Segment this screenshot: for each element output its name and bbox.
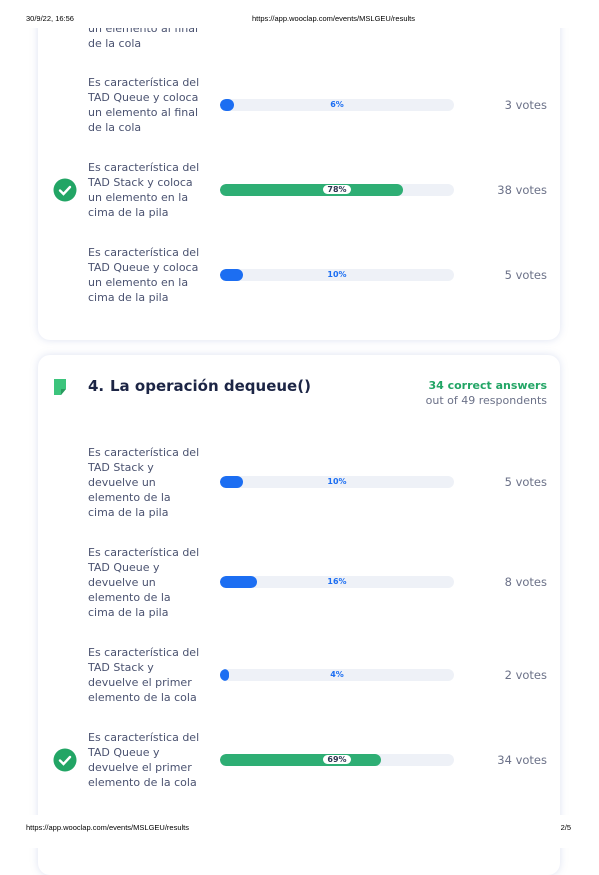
votes: 34 votes xyxy=(497,753,547,767)
percent-text: 4% xyxy=(330,670,344,679)
bar-track xyxy=(220,269,454,281)
votes: 5 votes xyxy=(504,268,547,282)
previous-card xyxy=(38,0,560,340)
page: un elemento al final de la cola 30/9/22,… xyxy=(0,0,599,848)
footer-bar xyxy=(0,815,599,848)
percent-label: 16% xyxy=(220,576,454,588)
bar xyxy=(220,669,230,681)
bar-track xyxy=(220,476,454,488)
header-url: https://app.wooclap.com/events/MSLGEU/re… xyxy=(252,14,415,23)
option-text: Es característica del TAD Stack y coloca… xyxy=(88,161,200,219)
option-text: Es característica del TAD Queue y coloca… xyxy=(88,246,200,304)
votes: 38 votes xyxy=(497,183,547,197)
respondents: out of 49 respondents xyxy=(425,394,547,407)
percent-text: 16% xyxy=(327,577,347,586)
percent-text: 10% xyxy=(327,477,347,486)
bar xyxy=(220,269,244,281)
option-text: Es característica del TAD Queue y coloca… xyxy=(88,76,200,134)
option-text: Es característica del TAD Queue y devuel… xyxy=(88,731,200,789)
percent-label: 78% xyxy=(220,184,454,196)
option-text: Es característica del TAD Stack y devuel… xyxy=(88,646,200,704)
percent-label: 10% xyxy=(220,476,454,488)
question-title: La operación dequeue() xyxy=(110,377,311,395)
percent-label: 69% xyxy=(220,754,454,766)
percent-text: 78% xyxy=(323,185,351,194)
footer-page: 2/5 xyxy=(560,823,571,832)
percent-text: 6% xyxy=(330,100,344,109)
correct-icon xyxy=(53,748,77,772)
question-card xyxy=(38,355,560,875)
header-bar xyxy=(0,0,599,28)
correct-icon xyxy=(53,178,77,202)
correct-answers: 34 correct answers xyxy=(428,379,547,392)
bar-track xyxy=(220,669,454,681)
bar xyxy=(220,576,258,588)
percent-text: 10% xyxy=(327,270,347,279)
votes: 8 votes xyxy=(504,575,547,589)
option-text: Es característica del TAD Stack y devuel… xyxy=(88,445,200,519)
percent-text: 69% xyxy=(323,755,351,764)
footer-url: https://app.wooclap.com/events/MSLGEU/re… xyxy=(26,823,189,832)
votes: 5 votes xyxy=(504,475,547,489)
bar xyxy=(220,184,403,196)
bar-track xyxy=(220,99,454,111)
question-number: 4. xyxy=(88,377,105,395)
votes: 2 votes xyxy=(504,668,547,682)
bar-track xyxy=(220,576,454,588)
percent-label: 6% xyxy=(220,99,454,111)
option-text: Es característica del TAD Queue y devuel… xyxy=(88,545,200,619)
percent-label: 10% xyxy=(220,269,454,281)
votes: 3 votes xyxy=(504,98,547,112)
bar xyxy=(220,476,244,488)
bar xyxy=(220,99,235,111)
header-datetime: 30/9/22, 16:56 xyxy=(26,14,74,23)
percent-label: 4% xyxy=(220,669,454,681)
question-icon xyxy=(54,379,66,395)
